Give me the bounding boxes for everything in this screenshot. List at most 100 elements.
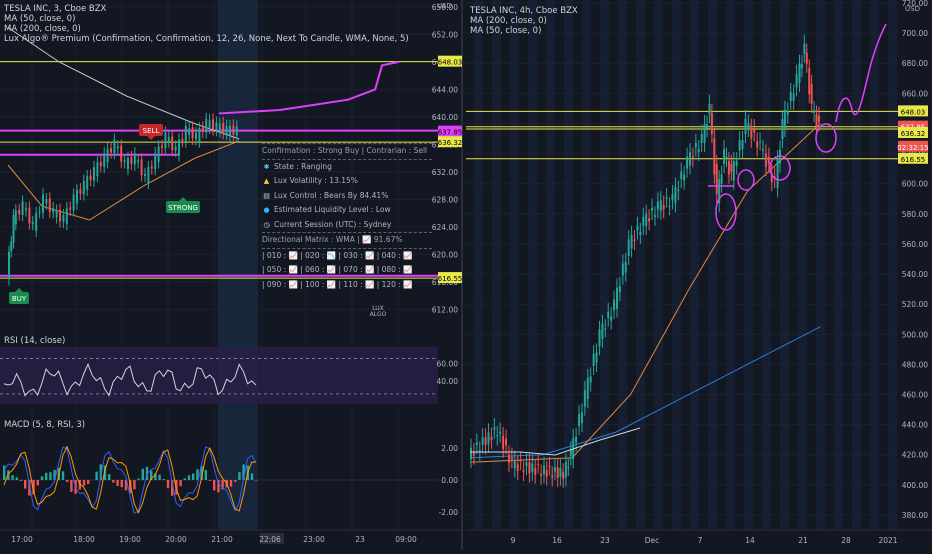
y-tick-label: 644.00 [432, 85, 458, 94]
session-stripe [582, 0, 591, 530]
candle-body [25, 208, 27, 210]
candle-body [39, 212, 41, 213]
candle-body [226, 126, 228, 134]
y-axis-unit: USD [437, 2, 452, 10]
candle-body [222, 123, 224, 133]
x-tick-label: 20:00 [165, 535, 187, 544]
y-tick-label: 560.00 [902, 240, 928, 249]
left-legend-ma50[interactable]: MA (50, close, 0) [4, 14, 409, 24]
macd-histogram-bar [205, 470, 207, 480]
info-row-text: Current Session (UTC) : Sydney [274, 220, 391, 229]
candle-body [496, 435, 498, 436]
candle-body [151, 166, 153, 168]
macd-histogram-bar [116, 480, 118, 486]
matrix-row: | 010 : 📈 | 020 : 📉 | 030 : 📈 | 040 : 📈 [262, 249, 432, 264]
y-tick-label: 540.00 [902, 270, 928, 279]
candle-body [124, 160, 126, 162]
macd-histogram-bar [163, 479, 165, 480]
luxalgo-watermark: LUX ALGO [368, 306, 388, 318]
candle-body [13, 215, 15, 242]
candle-body [663, 205, 665, 210]
rsi-legend[interactable]: RSI (14, close) [4, 336, 65, 346]
macd-histogram-bar [83, 480, 85, 486]
candle-body [18, 210, 20, 214]
candle-body [482, 437, 484, 444]
candle-body [8, 252, 10, 279]
candle-body [22, 201, 24, 215]
candle-body [733, 161, 735, 181]
macd-tick-label: -2.00 [439, 508, 459, 517]
warning-icon: ▲ [262, 174, 271, 189]
x-tick-label: 18:00 [73, 535, 95, 544]
candle-body [219, 124, 221, 132]
y-tick-label: 600.00 [902, 180, 928, 189]
info-row: ▤Lux Control : Bears By 84.41% [262, 189, 432, 204]
macd-histogram-bar [37, 480, 39, 485]
session-stripe [546, 0, 555, 530]
macd-legend[interactable]: MACD (5, 8, RSI, 3) [4, 420, 85, 430]
candle-body [493, 427, 495, 430]
candle-body [598, 330, 600, 347]
candle-body [584, 390, 586, 407]
x-tick-label: 21 [798, 536, 808, 545]
left-legend-luxalgo[interactable]: Lux Algo® Premium (Confirmation, Confirm… [4, 34, 409, 44]
session-stripe [726, 0, 735, 530]
candle-body [601, 324, 603, 339]
candle-body [528, 462, 530, 473]
candle-body [476, 443, 478, 446]
candle-body [490, 437, 492, 440]
price-tag-label: 636.32 [438, 139, 463, 147]
session-stripe [600, 0, 609, 530]
candle-body [806, 53, 808, 64]
right-chart-legend: TESLA INC, 4h, Cboe BZX MA (200, close, … [470, 6, 578, 36]
matrix-row: | 090 : 📈 | 100 : 📈 | 110 : 📈 | 120 : 📈 [262, 278, 432, 293]
info-row: ▲Lux Volatility : 13.15% [262, 174, 432, 189]
candle-body [543, 466, 545, 475]
candle-body [548, 466, 550, 467]
candle-body [103, 153, 105, 167]
right-legend-symbol[interactable]: TESLA INC, 4h, Cboe BZX [470, 6, 578, 16]
y-tick-label: 660.00 [902, 89, 928, 98]
candle-body [171, 137, 173, 151]
candle-body [674, 187, 676, 204]
x-tick-label: 23:00 [303, 535, 325, 544]
info-row-text: Lux Control : Bears By 84.41% [274, 191, 388, 200]
candle-body [756, 142, 758, 148]
candle-body [610, 316, 612, 321]
y-tick-label: 624.00 [432, 223, 458, 232]
left-legend-ma200[interactable]: MA (200, close, 0) [4, 24, 409, 34]
left-legend-symbol[interactable]: TESLA INC, 3, Cboe BZX [4, 4, 409, 14]
right-legend-ma50[interactable]: MA (50, close, 0) [470, 26, 578, 36]
price-tag-label: 648.03 [438, 59, 463, 67]
candle-body [739, 140, 741, 151]
price-tag-label: 637.85 [438, 129, 463, 137]
right-legend-ma200[interactable]: MA (200, close, 0) [470, 16, 578, 26]
candle-body [181, 139, 183, 141]
candle-body [215, 122, 217, 130]
candle-body [523, 470, 525, 472]
candle-body [628, 239, 630, 256]
macd-histogram-bar [238, 472, 240, 480]
info-row: ●Estimated Liquidity Level : Low [262, 203, 432, 218]
x-tick-label: 21:00 [211, 535, 233, 544]
candle-body [485, 437, 487, 445]
y-tick-label: 680.00 [902, 59, 928, 68]
candle-body [578, 414, 580, 426]
candle-body [79, 189, 81, 193]
y-tick-label: 420.00 [902, 451, 928, 460]
x-tick-label: 28 [841, 536, 851, 545]
session-stripe [870, 0, 879, 530]
x-tick-label: 9 [511, 536, 516, 545]
candle-body [669, 206, 671, 207]
candle-body [619, 286, 621, 292]
candle-body [113, 140, 115, 154]
candle-body [642, 217, 644, 226]
candle-body [660, 200, 662, 211]
candle-body [505, 438, 507, 445]
candle-body [708, 104, 710, 114]
candle-body [616, 288, 618, 309]
candle-body [488, 432, 490, 444]
y-tick-label: 652.00 [432, 30, 458, 39]
